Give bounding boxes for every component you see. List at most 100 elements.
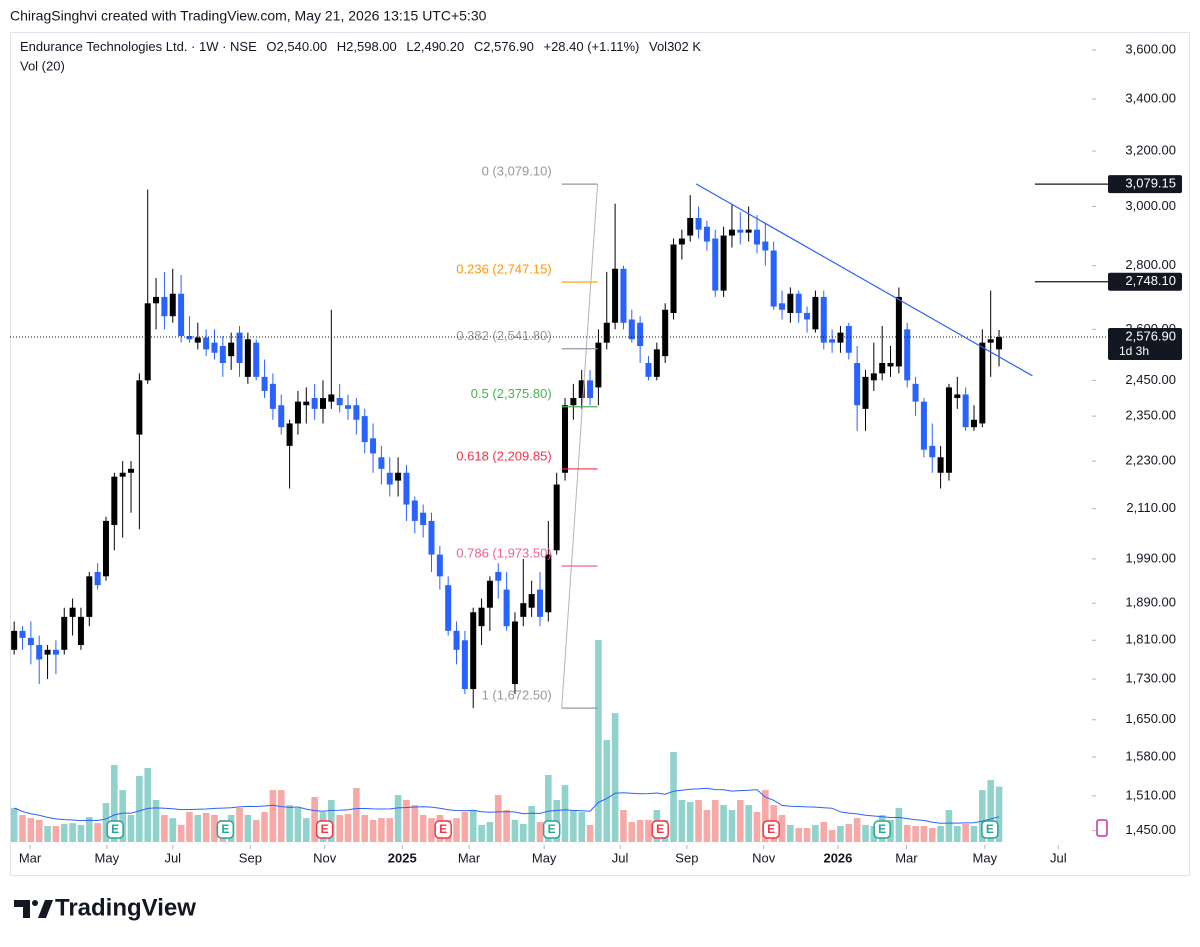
volume-bar <box>636 819 644 842</box>
candle-body <box>411 500 418 521</box>
caption: ChiragSinghvi created with TradingView.c… <box>10 8 487 24</box>
candle-body <box>954 394 961 399</box>
logo-mark <box>38 900 53 918</box>
candle-body <box>303 401 310 406</box>
candle-body <box>144 303 151 381</box>
candle-body <box>962 394 969 428</box>
candle-body <box>136 380 143 435</box>
candle-body <box>562 405 569 473</box>
candle-body <box>779 303 786 310</box>
fib-label: 0 (3,079.10) <box>482 164 552 179</box>
volume-bar <box>787 824 794 842</box>
earnings-label: E <box>656 822 664 836</box>
countdown-label: 1d 3h <box>1119 344 1149 358</box>
volume-bar <box>127 815 135 842</box>
volume-bar <box>353 788 360 842</box>
earnings-label: E <box>439 822 447 836</box>
x-tick-label: Nov <box>313 850 337 865</box>
x-tick-label: May <box>95 850 120 865</box>
candle-body <box>595 342 602 388</box>
earnings-badge <box>762 820 780 839</box>
volume-bar <box>745 805 752 842</box>
candle-body <box>319 398 326 409</box>
candle-body <box>102 520 109 577</box>
y-tick-label: 3,200.00 <box>1125 142 1176 157</box>
y-tick-label: 2,450.00 <box>1125 372 1176 387</box>
earnings-label: E <box>221 822 229 836</box>
candle-body <box>244 339 251 377</box>
candle-body <box>486 580 493 608</box>
indicator-label: Vol (20) <box>20 58 65 73</box>
candle-body <box>386 472 393 485</box>
y-tick-label: 1,650.00 <box>1125 711 1176 726</box>
volume-bar <box>736 799 744 842</box>
y-tick-label: 3,000.00 <box>1125 198 1176 213</box>
volume-bar <box>895 808 903 842</box>
legend-key: C <box>474 39 483 54</box>
earnings-badge <box>216 820 235 839</box>
legend-value: 2,598.00 <box>346 39 397 54</box>
candle-body <box>403 472 410 505</box>
earnings-label: E <box>321 822 329 836</box>
candle-body <box>737 229 744 233</box>
fib-label: 0.5 (2,375.80) <box>471 386 552 401</box>
volume-bar <box>803 828 811 842</box>
legend-value: 2,540.00 <box>277 39 328 54</box>
candle-body <box>762 241 769 251</box>
volume-bar <box>720 805 727 842</box>
volume-bar <box>361 815 369 842</box>
legend-value: 2,576.90 <box>483 39 534 54</box>
fib-label: 0.236 (2,747.15) <box>456 261 551 276</box>
y-tick-label: 1,730.00 <box>1125 671 1176 686</box>
legend-title: Endurance Technologies Ltd. · 1W · NSE <box>20 39 257 54</box>
legend: Endurance Technologies Ltd. · 1W · NSE O… <box>20 39 701 54</box>
candle-body <box>812 296 819 330</box>
candle-body <box>336 398 343 406</box>
candle-body <box>361 416 368 443</box>
candle-body <box>937 457 944 473</box>
candle-body <box>128 468 135 473</box>
fib-trend-line <box>561 184 599 709</box>
volume-bar <box>69 823 76 842</box>
volume-bar <box>294 808 302 842</box>
volume-bar <box>403 799 410 842</box>
volume-bar <box>953 826 961 842</box>
candle-body <box>820 296 827 343</box>
volume-bar <box>152 799 160 842</box>
chart-frame <box>10 32 1190 876</box>
volume-bar <box>461 812 469 842</box>
volume-bar <box>328 799 335 842</box>
candle-body <box>370 438 377 454</box>
volume-bar <box>44 826 51 842</box>
y-tick-label: 2,800.00 <box>1125 257 1176 272</box>
candle-body <box>77 616 84 646</box>
alert-icon <box>1096 819 1108 837</box>
candle-body <box>695 217 702 230</box>
volume-bar <box>211 815 218 842</box>
candle-body <box>670 244 677 313</box>
volume-bar <box>979 790 986 842</box>
volume-bar <box>586 824 594 842</box>
volume-bar <box>269 790 277 842</box>
x-tick-label: Mar <box>458 850 481 865</box>
volume-bar <box>837 826 844 842</box>
volume-bar <box>862 824 869 842</box>
candle-body <box>186 335 193 340</box>
candle-body <box>119 472 126 477</box>
volume-bar <box>778 815 786 842</box>
candle-body <box>829 339 836 343</box>
candle-body <box>495 571 502 581</box>
candle-body <box>712 238 719 291</box>
volume-bar <box>236 808 243 842</box>
volume-bar <box>686 801 694 842</box>
volume-bar <box>987 780 994 842</box>
candle-body <box>203 337 210 350</box>
candle-body <box>111 476 118 526</box>
volume-bar <box>261 812 268 842</box>
candle-body <box>996 336 1003 350</box>
candle-body <box>228 342 235 357</box>
candle-body <box>887 362 894 367</box>
volume-bar <box>302 818 310 842</box>
volume-bar <box>386 818 394 842</box>
price-tag <box>1108 272 1182 291</box>
